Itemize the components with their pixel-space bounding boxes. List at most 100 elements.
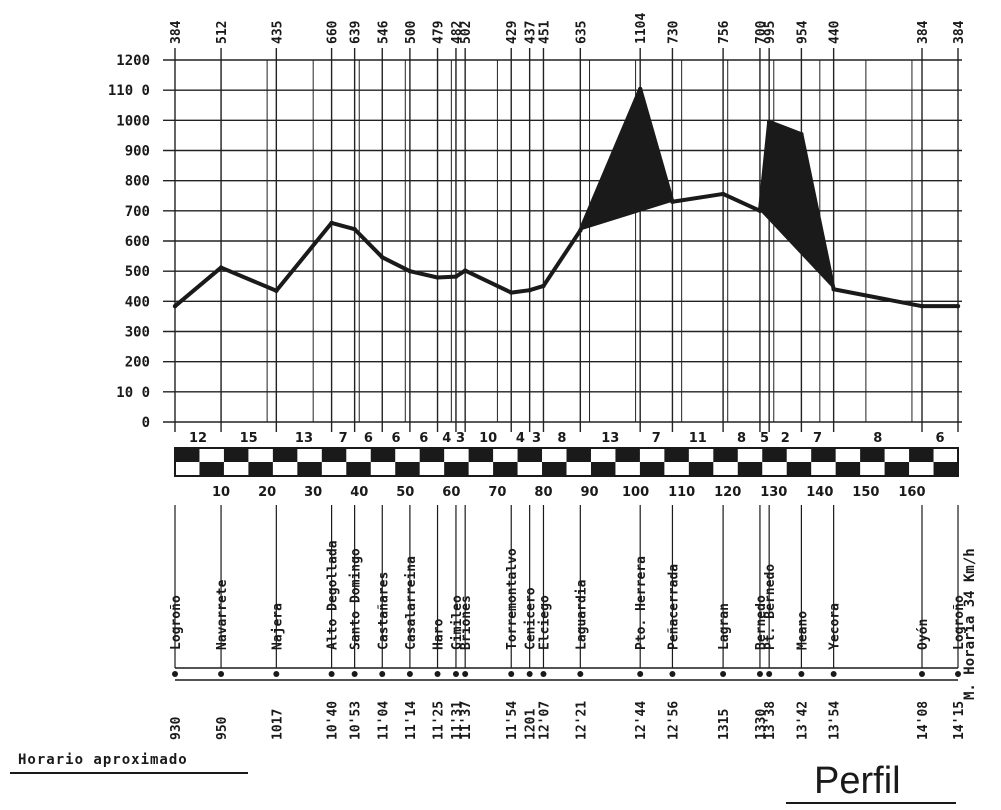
checker-cell — [884, 462, 910, 476]
altitude-label: 437 — [524, 21, 539, 44]
profile-point — [919, 303, 925, 309]
km-tick-label: 80 — [534, 485, 552, 500]
checker-cell — [713, 448, 738, 462]
town-label: Pto. Herrera — [634, 556, 649, 650]
town-label: Elciego — [537, 595, 552, 650]
altitude-label: 954 — [795, 20, 810, 44]
segment-distance: 3 — [456, 431, 465, 446]
altitude-label: 660 — [326, 20, 341, 44]
time-label: 11'54 — [505, 701, 520, 740]
elevation-profile — [172, 86, 961, 309]
timeline-dot — [434, 671, 441, 677]
timeline-dot — [328, 671, 335, 677]
segment-distance: 10 — [479, 431, 497, 446]
km-tick-label: 50 — [396, 485, 414, 500]
km-checker-scale — [174, 447, 959, 477]
time-label: 930 — [169, 716, 184, 740]
segment-distance: 7 — [339, 431, 348, 446]
town-label: Bernedo — [754, 595, 769, 650]
figure-title: Perfil — [814, 760, 901, 802]
time-label: 12'21 — [574, 701, 589, 740]
checker-cell — [566, 448, 591, 462]
segment-distance: 4 — [442, 431, 451, 446]
profile-point — [527, 287, 532, 293]
time-label: 13'38 — [763, 701, 778, 740]
town-label: Peñacerrada — [666, 564, 681, 650]
segment-distance: 11 — [689, 431, 707, 446]
segment-distance: 15 — [240, 431, 258, 446]
timeline-dot — [919, 671, 925, 677]
profile-point — [352, 227, 357, 232]
profile-point — [541, 283, 546, 289]
town-label: Alto Degollada — [326, 540, 341, 650]
altitude-label: 429 — [505, 21, 520, 44]
checker-cell — [909, 448, 934, 462]
km-tick-label: 130 — [760, 485, 787, 500]
timeline-dot — [577, 671, 584, 677]
y-tick-label: 110 0 — [108, 83, 150, 99]
timeline-dot — [720, 671, 727, 677]
y-tick-label: 600 — [125, 234, 150, 250]
time-label: 14'15 — [952, 701, 967, 740]
time-label: 10'40 — [326, 701, 341, 740]
timeline-dot — [540, 671, 547, 677]
profile-point — [509, 290, 514, 295]
segment-distance: 6 — [419, 431, 428, 446]
segment-distance: 12 — [189, 431, 207, 446]
time-label: 11'31 — [450, 701, 465, 740]
profile-point — [453, 274, 459, 279]
schedule-label: Horario aproximado — [18, 752, 188, 768]
checker-cell — [688, 462, 714, 476]
profile-line — [173, 86, 958, 309]
km-tick-label: 30 — [304, 485, 322, 500]
y-tick-label: 1200 — [116, 53, 150, 69]
altitude-label: 384 — [169, 20, 184, 44]
timeline-dot — [379, 671, 386, 677]
town-label: Gimileo — [450, 595, 465, 650]
km-tick-label: 150 — [852, 485, 879, 500]
segment-distance: 7 — [813, 431, 822, 446]
y-tick-label: 200 — [125, 355, 150, 371]
town-label: Torremontalvo — [505, 548, 520, 650]
checker-cell — [297, 462, 322, 476]
altitude-label: 500 — [404, 20, 419, 44]
town-label: Pt. Bernedo — [763, 564, 778, 650]
segment-distance: 5 — [760, 431, 769, 446]
chart-grid — [163, 48, 962, 432]
segment-distance: 6 — [364, 431, 373, 446]
km-tick-label: 120 — [714, 485, 741, 500]
segment-distance: 4 — [516, 431, 525, 446]
segment-distances: 12 15 13 7 6 6 6 4 3 10 4 3 8 13 7 11 8 5 2 7 8 6 — [189, 431, 945, 446]
timeline-dot — [955, 671, 961, 677]
town-label: Briones — [459, 595, 474, 650]
y-tick-label: 900 — [125, 144, 150, 160]
time-label: 1330 — [754, 709, 769, 740]
timeline-dot — [766, 671, 773, 677]
timeline-dot — [669, 671, 676, 677]
timeline-dot — [172, 671, 178, 677]
altitude-label: 730 — [666, 20, 681, 44]
time-label: 10'53 — [349, 701, 364, 740]
checker-cell — [933, 462, 958, 476]
time-label: 950 — [215, 716, 230, 740]
checker-cell — [664, 448, 689, 462]
average-speed-label: M. Horaria 34 Km/h — [962, 548, 978, 700]
segment-distance: 8 — [737, 431, 746, 446]
km-tick-label: 110 — [668, 485, 695, 500]
checker-cell — [346, 462, 371, 476]
timeline-dot — [637, 671, 644, 677]
time-label: 13'42 — [795, 701, 810, 740]
checker-cell — [370, 448, 396, 462]
schedule-timeline — [172, 667, 961, 681]
checker-cell — [223, 448, 249, 462]
time-label: 12'56 — [666, 701, 681, 740]
checker-cell — [835, 462, 861, 476]
altitude-label: 479 — [432, 21, 447, 44]
y-tick-label: 400 — [125, 294, 150, 310]
checker-cell — [175, 448, 200, 462]
checker-cell — [639, 462, 665, 476]
checker-cell — [517, 448, 543, 462]
town-label: Oyón — [916, 619, 931, 650]
km-ticks: 10 20 30 40 50 60 70 80 90 100 110 120 130 140 150 160 — [212, 485, 925, 500]
town-label: Logroño — [169, 595, 184, 650]
